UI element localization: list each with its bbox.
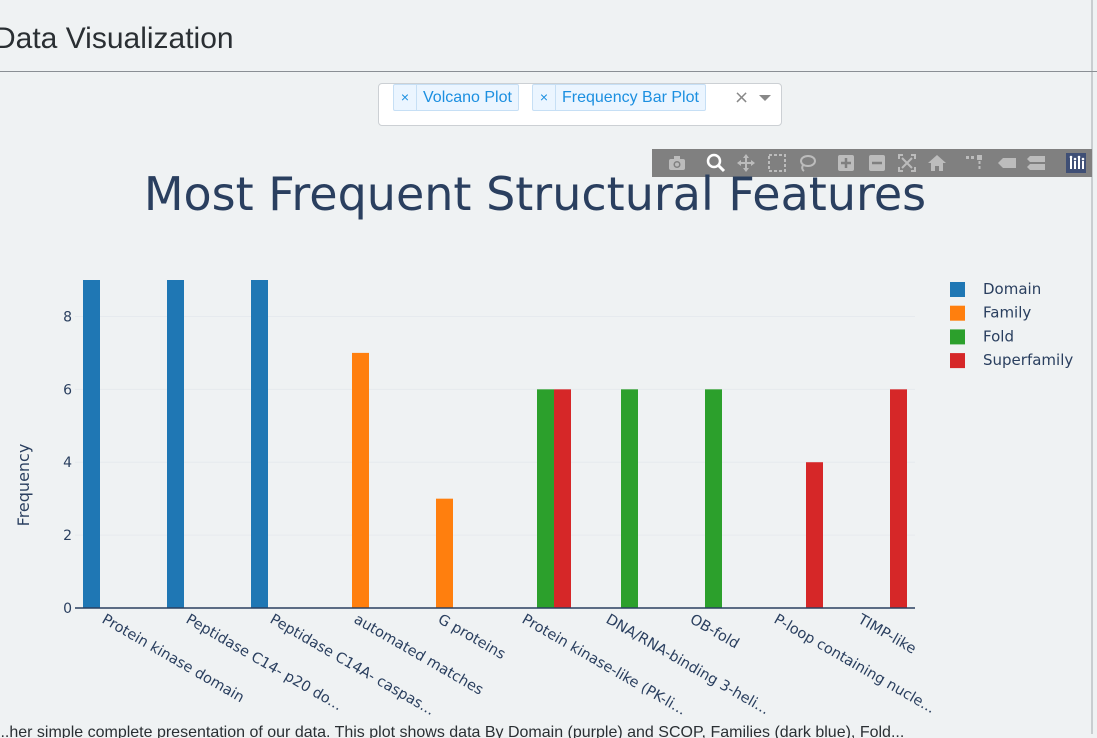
legend-swatch[interactable] — [950, 353, 965, 369]
bar-fold[interactable] — [621, 389, 638, 608]
title-divider — [0, 71, 1097, 72]
camera-icon[interactable] — [667, 153, 687, 173]
zoom-out-icon[interactable] — [867, 153, 887, 173]
bar-superfamily[interactable] — [554, 389, 571, 608]
clear-all-button[interactable]: × — [734, 87, 750, 108]
hover-closest-icon[interactable] — [997, 153, 1017, 173]
bar-domain[interactable] — [251, 280, 268, 608]
bar-fold[interactable] — [537, 389, 554, 608]
grid-lines — [75, 315, 915, 536]
reset-axes-icon[interactable] — [927, 153, 947, 173]
x-tick-label: Protein kinase-like (PK-li... — [519, 612, 689, 719]
legend: Domain Family Fold Superfamily — [950, 280, 1073, 369]
legend-label[interactable]: Family — [983, 304, 1031, 322]
lasso-select-icon[interactable] — [797, 153, 817, 173]
y-tick-label: 8 — [63, 309, 72, 325]
legend-swatch[interactable] — [950, 305, 965, 321]
pan-icon[interactable] — [736, 153, 756, 173]
bar-superfamily[interactable] — [890, 389, 907, 608]
autoscale-icon[interactable] — [897, 153, 917, 173]
chart-title: Most Frequent Structural Features — [144, 167, 926, 221]
zoom-icon[interactable] — [706, 153, 726, 173]
plot-type-multiselect[interactable]: × Volcano Plot × Frequency Bar Plot × — [378, 83, 782, 126]
bar-family[interactable] — [352, 352, 369, 608]
legend-label[interactable]: Superfamily — [983, 351, 1073, 369]
plotly-logo-icon[interactable] — [1066, 153, 1086, 173]
y-axis-label: Frequency — [14, 444, 33, 527]
bar-domain[interactable] — [167, 280, 184, 608]
y-tick-label: 6 — [63, 382, 72, 398]
bar-domain[interactable] — [83, 280, 100, 608]
y-tick-label: 4 — [63, 455, 72, 471]
y-tick-label: 2 — [63, 528, 72, 544]
x-tick-label: TIMP-like — [854, 611, 918, 657]
right-border — [1091, 0, 1093, 734]
x-tick-label: G proteins — [435, 612, 508, 663]
legend-label[interactable]: Domain — [983, 280, 1041, 298]
bar-family[interactable] — [436, 498, 453, 608]
y-tick-label: 0 — [63, 601, 72, 617]
legend-swatch[interactable] — [950, 282, 965, 297]
chip-label: Frequency Bar Plot — [562, 88, 699, 106]
x-tick-label: Protein kinase domain — [99, 612, 247, 707]
x-tick-label: Peptidase C14A- caspas... — [267, 612, 437, 719]
bar-superfamily[interactable] — [806, 462, 823, 608]
spike-lines-icon[interactable] — [965, 153, 985, 173]
x-tick-label: OB-fold — [687, 612, 742, 653]
bars — [83, 280, 907, 608]
hover-compare-icon[interactable] — [1026, 153, 1046, 173]
legend-label[interactable]: Fold — [983, 327, 1014, 345]
chip-label: Volcano Plot — [423, 88, 512, 106]
box-select-icon[interactable] — [767, 153, 787, 173]
chevron-down-icon[interactable] — [759, 95, 771, 101]
chip-volcano-plot: × Volcano Plot — [393, 84, 519, 111]
chip-remove-frequency-button[interactable]: × — [533, 85, 556, 110]
frequency-bar-chart: Most Frequent Structural Features 0 2 4 6 8 P… — [14, 167, 1073, 719]
chip-remove-volcano-button[interactable]: × — [394, 85, 417, 110]
plot-modebar — [652, 149, 1092, 177]
x-tick-label: P-loop containing nucle... — [771, 612, 938, 717]
bar-fold[interactable] — [705, 389, 722, 608]
x-tick-label: Peptidase C14- p20 do... — [183, 612, 345, 715]
description-text: ...her simple complete presentation of o… — [0, 724, 905, 738]
zoom-in-icon[interactable] — [836, 153, 856, 173]
x-tick-label: DNA/RNA-binding 3-heli... — [603, 612, 772, 719]
chip-frequency-bar-plot: × Frequency Bar Plot — [532, 84, 706, 111]
legend-swatch[interactable] — [950, 329, 965, 345]
page-title: Data Visualization — [0, 22, 234, 55]
